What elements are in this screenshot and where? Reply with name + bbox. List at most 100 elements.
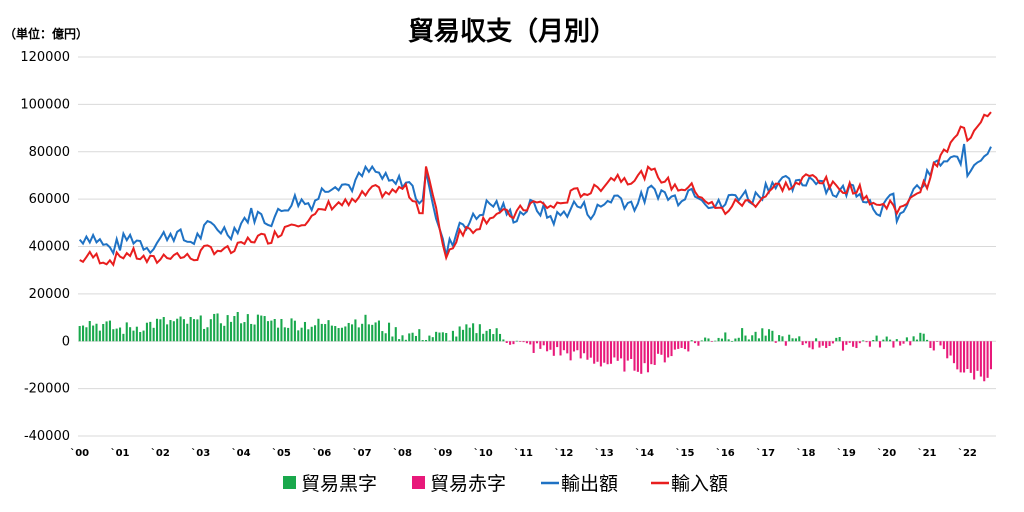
surplus-bar — [435, 331, 438, 342]
x-tick-label: `02 — [151, 447, 170, 459]
surplus-bar — [256, 314, 259, 342]
surplus-bar — [862, 340, 865, 342]
deficit-bar — [969, 341, 972, 373]
y-tick-label: 120000 — [20, 50, 70, 65]
chart-title: 貿易収支（月別） — [408, 17, 616, 47]
surplus-bar — [314, 325, 317, 342]
y-tick-label: -40000 — [24, 429, 70, 444]
surplus-bar — [219, 323, 222, 342]
surplus-bar — [203, 328, 206, 342]
deficit-bar — [653, 341, 656, 365]
surplus-bar — [915, 339, 919, 342]
x-tick-label: `07 — [353, 447, 372, 459]
surplus-bar — [468, 327, 471, 342]
surplus-bar — [260, 315, 263, 342]
deficit-bar — [519, 341, 522, 342]
surplus-bar — [105, 321, 108, 342]
surplus-bar — [155, 318, 159, 342]
surplus-bar — [290, 318, 293, 342]
deficit-bar — [942, 341, 945, 350]
surplus-bar — [95, 323, 98, 342]
deficit-bar — [848, 341, 851, 343]
deficit-bar — [986, 341, 989, 378]
deficit-bar — [959, 341, 962, 373]
surplus-bar — [905, 337, 908, 342]
surplus-bar — [761, 328, 764, 342]
surplus-bar — [246, 314, 249, 342]
surplus-bar — [162, 317, 165, 342]
deficit-bar — [804, 341, 808, 344]
deficit-bar — [620, 341, 623, 359]
x-tick-label: `19 — [837, 447, 856, 459]
surplus-bar — [428, 335, 431, 342]
surplus-bar — [216, 313, 219, 342]
legend-swatch — [412, 476, 425, 489]
surplus-bar — [145, 322, 148, 342]
surplus-bar — [82, 325, 85, 342]
deficit-bar — [636, 341, 639, 372]
surplus-bar — [781, 336, 784, 342]
deficit-bar — [821, 341, 824, 346]
deficit-bar — [868, 341, 871, 347]
deficit-bar — [657, 341, 660, 354]
surplus-bar — [135, 326, 138, 342]
surplus-bar — [424, 339, 428, 342]
surplus-bar — [408, 333, 411, 342]
surplus-bar — [778, 335, 781, 342]
surplus-bar — [737, 337, 740, 342]
deficit-bar — [828, 341, 831, 347]
deficit-bar — [878, 341, 882, 348]
surplus-bar — [88, 321, 91, 342]
deficit-bar — [811, 341, 814, 350]
surplus-bar — [492, 334, 495, 342]
deficit-bar — [650, 341, 653, 365]
surplus-bar — [125, 322, 128, 342]
deficit-bar — [845, 341, 848, 345]
y-tick-label: 40000 — [29, 240, 70, 255]
deficit-bar — [589, 341, 592, 358]
surplus-bar — [283, 327, 286, 342]
surplus-bar — [438, 332, 441, 342]
surplus-bar — [835, 337, 838, 342]
deficit-bar — [532, 341, 535, 353]
y-tick-label: 100000 — [20, 97, 70, 112]
deficit-bar — [593, 341, 596, 364]
deficit-bar — [801, 341, 804, 346]
surplus-bar — [270, 320, 273, 342]
surplus-bar — [798, 336, 801, 342]
surplus-bar — [394, 327, 397, 342]
surplus-bar — [347, 322, 350, 342]
deficit-bar — [630, 341, 633, 359]
surplus-bar — [344, 326, 347, 342]
surplus-bar — [431, 337, 434, 342]
trade-lines — [78, 111, 992, 267]
surplus-bar — [388, 322, 391, 342]
surplus-bar — [266, 321, 270, 342]
surplus-bar — [414, 335, 417, 342]
surplus-bar — [206, 327, 209, 342]
surplus-bar — [398, 339, 401, 342]
surplus-bar — [166, 324, 169, 342]
deficit-bar — [670, 341, 673, 357]
surplus-bar — [714, 340, 717, 342]
deficit-bar — [983, 341, 986, 382]
deficit-bar — [579, 341, 582, 359]
surplus-bar — [374, 322, 377, 342]
x-tick-label: `00 — [70, 447, 89, 459]
gridlines — [78, 56, 996, 437]
y-tick-label: 60000 — [29, 192, 70, 207]
surplus-bar — [495, 328, 498, 342]
surplus-bar — [226, 315, 229, 342]
deficit-bar — [973, 341, 976, 380]
x-tick-label: `12 — [554, 447, 573, 459]
surplus-bar — [182, 319, 185, 342]
deficit-bar — [546, 341, 549, 352]
y-axis-ticks: -40000 -20000 0 20000 40000 60000 80000 100000 1… — [20, 50, 70, 444]
deficit-bar — [509, 341, 512, 345]
deficit-bar — [966, 341, 969, 369]
deficit-bar — [603, 341, 606, 363]
surplus-bar — [882, 339, 885, 342]
x-tick-label: `14 — [635, 447, 654, 459]
surplus-bar — [240, 323, 243, 342]
surplus-bar — [243, 322, 246, 342]
